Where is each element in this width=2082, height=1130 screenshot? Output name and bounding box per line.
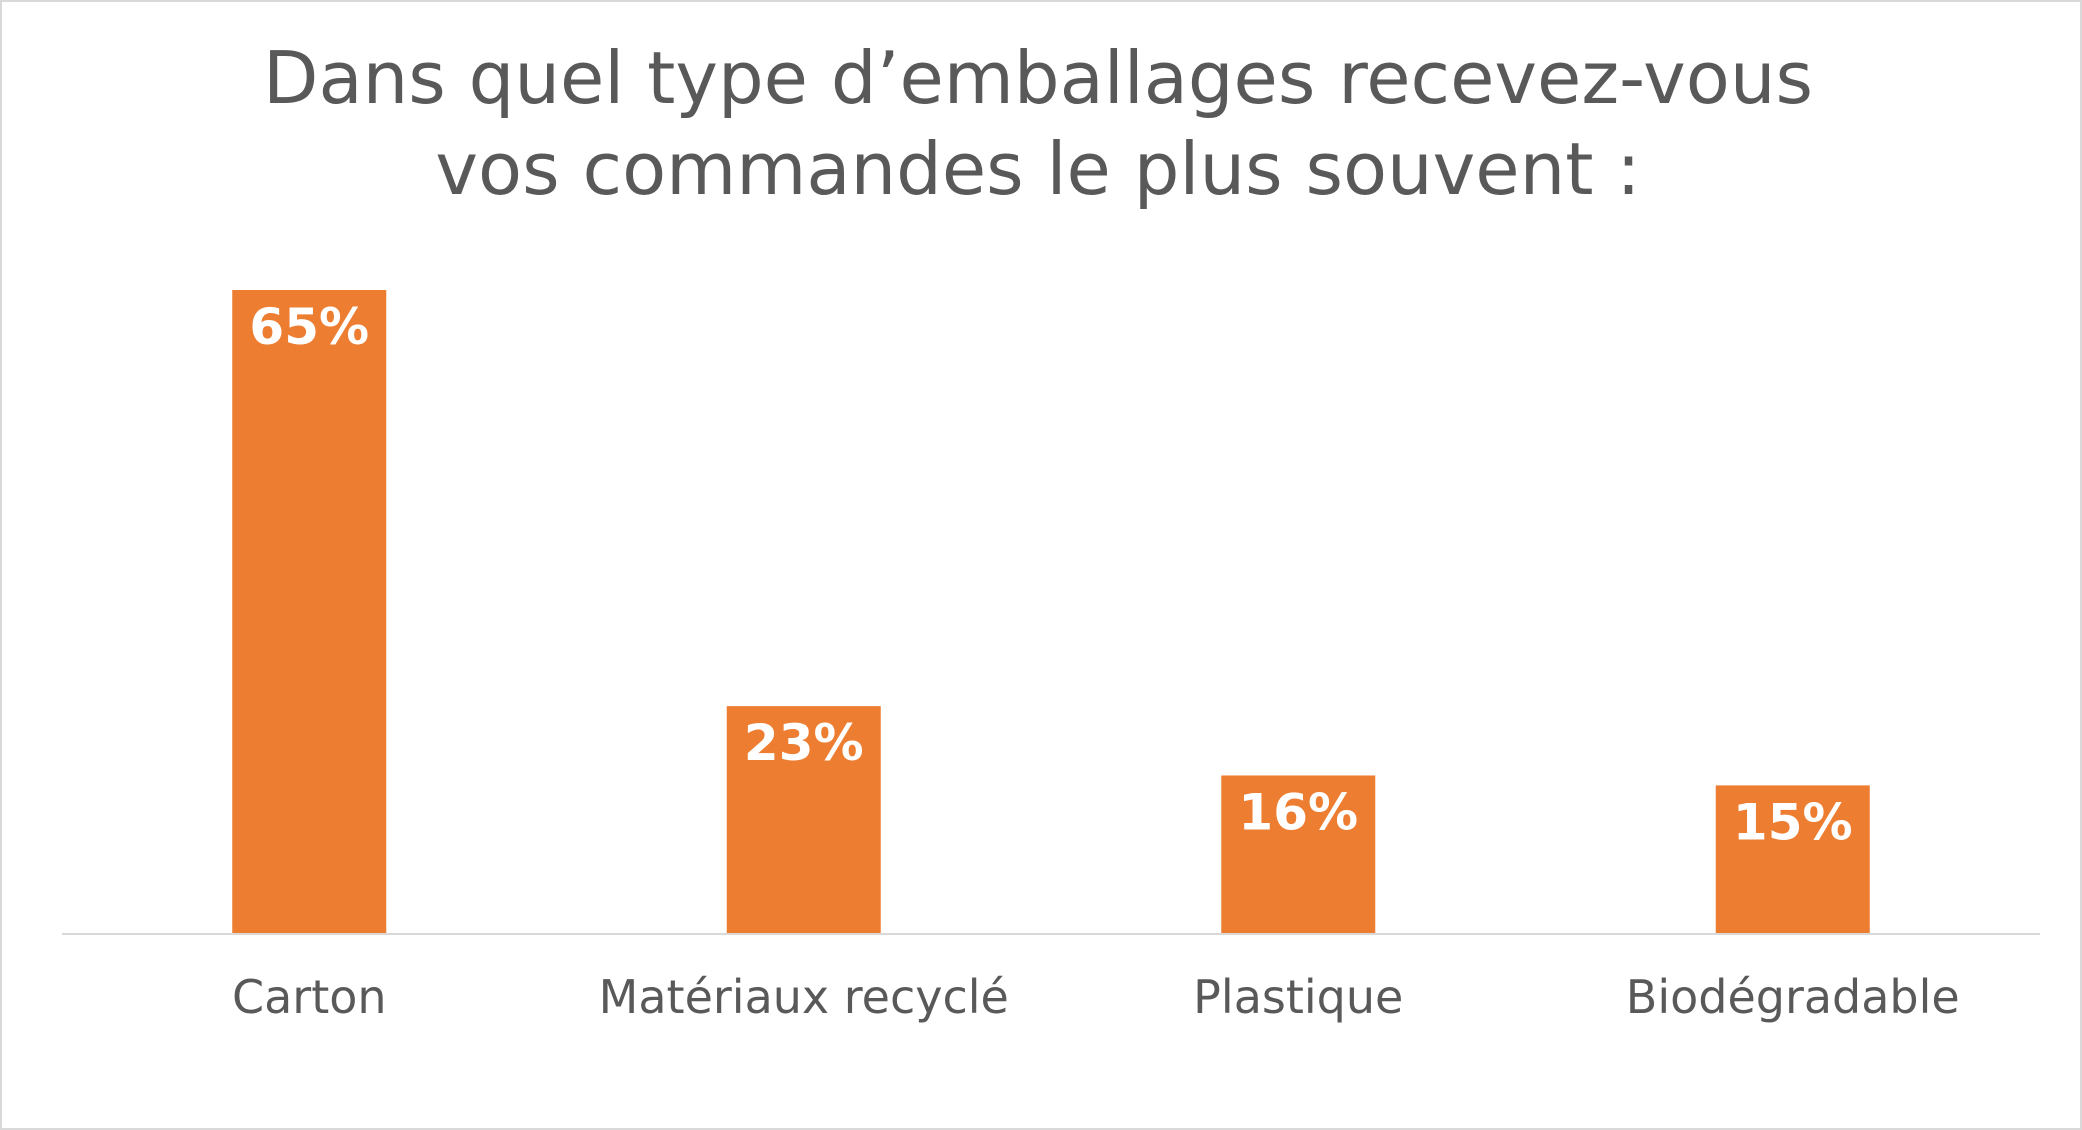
chart-title-line-1: Dans quel type d’emballages recevez-vous (263, 36, 1813, 120)
bar-3 (1715, 785, 1870, 934)
data-label-1: 23% (744, 714, 864, 772)
bars-group (232, 290, 1870, 934)
data-label-2: 16% (1238, 783, 1358, 841)
bar-1 (726, 706, 881, 934)
category-label-3: Biodégradable (1626, 970, 1960, 1024)
data-label-3: 15% (1733, 793, 1853, 851)
bar-2 (1221, 775, 1376, 934)
category-label-1: Matériaux recyclé (599, 970, 1009, 1024)
chart-title-line-2: vos commandes le plus souvent : (435, 127, 1640, 211)
data-label-0: 65% (249, 298, 369, 356)
category-labels: Carton Matériaux recyclé Plastique Biodégra… (232, 970, 1960, 1024)
category-label-2: Plastique (1193, 970, 1403, 1024)
category-label-0: Carton (232, 970, 387, 1024)
data-labels: 65% 23% 16% 15% (249, 298, 1852, 851)
bar-0 (232, 290, 387, 934)
